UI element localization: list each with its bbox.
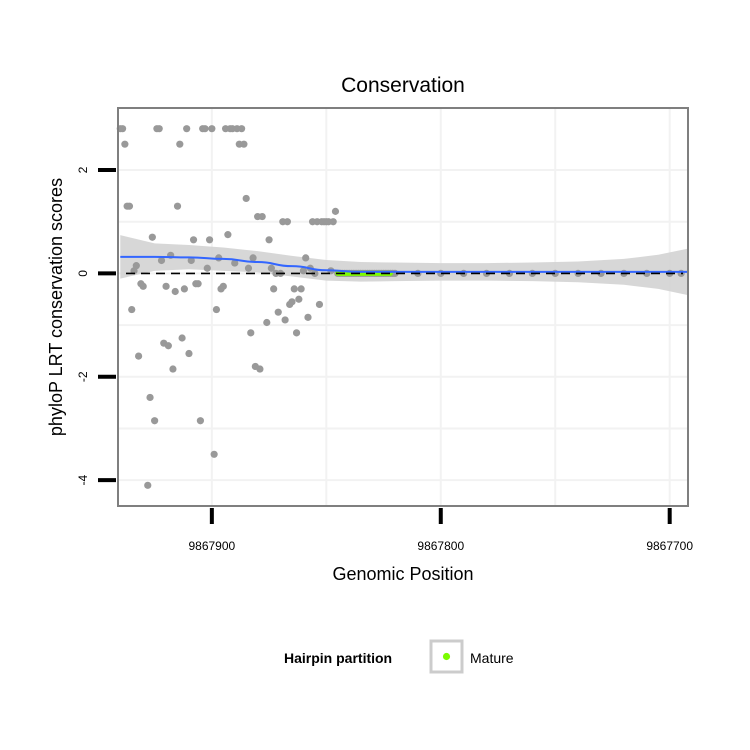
data-point	[169, 365, 177, 373]
data-point	[244, 264, 253, 272]
data-point	[219, 282, 227, 290]
data-point	[205, 236, 214, 244]
data-point	[210, 450, 218, 458]
y-tick-label: -4	[76, 474, 90, 485]
legend-title: Hairpin partition	[284, 650, 392, 666]
data-point	[288, 298, 296, 306]
data-point	[329, 218, 337, 226]
data-point	[125, 202, 134, 210]
legend-key-mature-dot	[442, 652, 451, 661]
data-point	[249, 254, 257, 262]
x-tick-label: 9867800	[417, 539, 464, 553]
data-point	[240, 140, 248, 148]
panel-border	[117, 107, 689, 507]
data-point	[194, 280, 202, 288]
legend-key-box	[429, 639, 464, 674]
data-point	[201, 125, 209, 133]
data-point	[162, 282, 170, 290]
data-point	[144, 481, 152, 489]
x-axis-title: Genomic Position	[332, 564, 473, 584]
data-point	[148, 233, 156, 241]
smooth-line-layer	[120, 255, 688, 273]
data-point	[283, 218, 291, 226]
data-point	[212, 305, 221, 314]
data-point	[183, 125, 191, 133]
data-point	[155, 125, 163, 133]
data-point	[157, 256, 166, 265]
data-point	[189, 236, 198, 244]
y-tick-label: -2	[76, 371, 90, 382]
data-point	[302, 254, 310, 262]
data-point	[164, 342, 172, 350]
data-point	[290, 285, 298, 293]
data-point	[297, 285, 305, 293]
data-point	[274, 308, 282, 316]
points-layer	[116, 125, 685, 489]
legend: Hairpin partition Mature	[284, 639, 514, 674]
smooth-line	[120, 255, 688, 273]
data-point	[187, 256, 195, 265]
data-point	[224, 231, 232, 239]
legend-label-mature: Mature	[470, 650, 514, 666]
data-point	[331, 207, 340, 215]
data-point	[256, 365, 264, 373]
data-point	[258, 212, 266, 221]
data-point	[315, 300, 324, 309]
x-tick-label: 9867900	[188, 539, 235, 553]
confidence-ribbon-layer	[120, 235, 688, 296]
data-point	[135, 352, 143, 360]
grid	[118, 108, 688, 506]
data-point	[231, 259, 239, 267]
data-point	[292, 329, 301, 337]
y-tick-label: 0	[76, 270, 90, 277]
data-point	[267, 264, 275, 272]
data-point	[176, 140, 184, 148]
data-point	[203, 264, 211, 272]
data-point	[180, 285, 188, 293]
data-point	[139, 282, 147, 290]
data-point	[281, 316, 289, 324]
data-point	[151, 417, 159, 425]
x-tick-label: 9867700	[646, 539, 693, 553]
y-axis: -4 -2 0 2	[76, 166, 116, 485]
data-point	[238, 125, 246, 133]
data-point	[270, 285, 278, 293]
chart-title: Conservation	[341, 74, 465, 97]
data-point	[265, 236, 273, 244]
data-point	[263, 318, 271, 327]
data-point	[171, 287, 179, 296]
data-point	[132, 262, 140, 270]
y-axis-title: phyloP LRT conservation scores	[46, 178, 66, 436]
data-point	[128, 305, 136, 314]
data-point	[173, 202, 182, 210]
data-point	[146, 393, 154, 402]
data-point	[247, 329, 255, 337]
data-point	[299, 267, 308, 275]
data-point	[118, 125, 127, 133]
confidence-ribbon	[120, 235, 688, 296]
y-tick-label: 2	[76, 166, 90, 173]
x-axis: 9867900 9867800 9867700	[188, 508, 693, 553]
data-point	[185, 349, 193, 358]
data-point	[295, 295, 303, 303]
data-point	[208, 125, 216, 133]
data-point	[242, 194, 250, 203]
data-point	[121, 140, 129, 148]
data-point	[196, 417, 205, 425]
data-point	[304, 313, 312, 321]
data-point	[178, 334, 186, 342]
